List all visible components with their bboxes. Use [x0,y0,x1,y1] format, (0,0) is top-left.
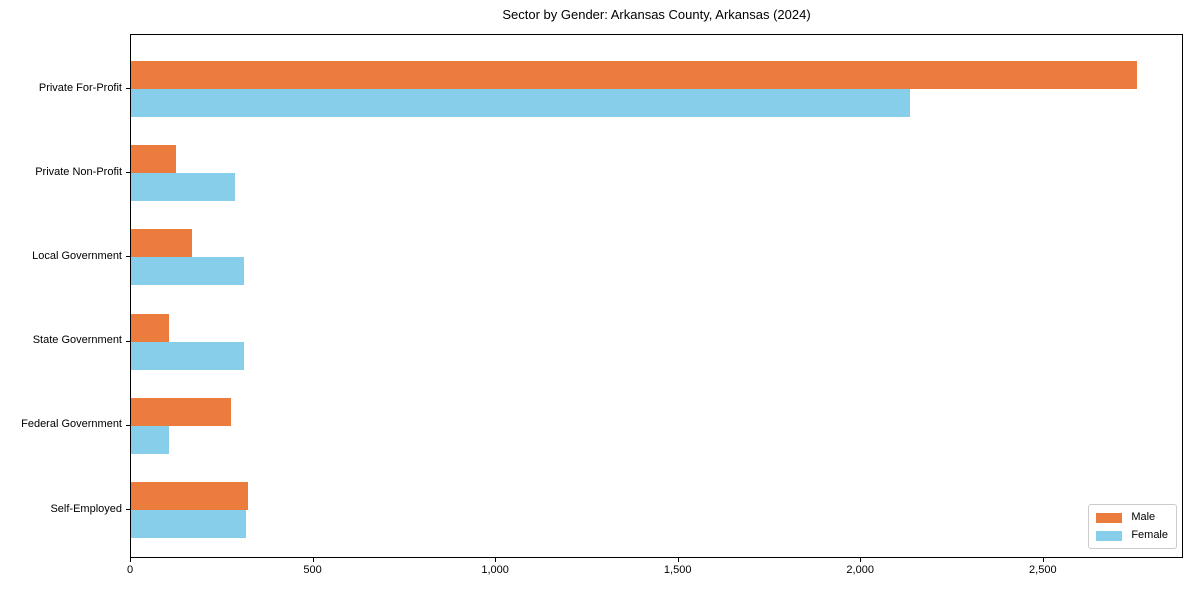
bar-male-self-employed [131,482,249,510]
x-tick-label: 1,000 [481,564,509,576]
y-label-self-employed: Self-Employed [50,502,122,515]
male-series-swatch [1096,512,1123,523]
x-tick-mark [677,558,679,562]
chart-title: Sector by Gender: Arkansas County, Arkan… [502,7,811,22]
bar-male-private-for-profit [131,61,1138,89]
y-label-private-non-profit: Private Non-Profit [35,165,122,178]
bar-female-federal-government [131,425,169,454]
bar-female-private-non-profit [131,173,236,202]
bar-male-local-government [131,229,192,258]
y-tick-mark [126,340,130,342]
y-tick-mark [126,256,130,258]
x-tick-label: 0 [126,564,134,576]
legend-item-male: Male [1096,511,1168,524]
x-tick-label: 500 [303,564,322,576]
x-tick-mark [130,558,131,562]
bar-female-state-government [131,341,244,370]
bar-male-state-government [131,313,169,342]
x-tick-mark [1042,558,1044,562]
y-label-local-government: Local Government [32,249,122,262]
legend-label-male: Male [1131,511,1156,523]
legend-item-female: Female [1096,529,1168,542]
bar-male-private-non-profit [131,145,176,174]
x-tick-mark [860,558,862,562]
y-tick-mark [126,424,130,426]
x-tick-label: 1,500 [663,564,692,576]
x-tick-mark [495,558,497,562]
y-tick-mark [126,509,130,510]
y-label-state-government: State Government [32,334,122,347]
y-label-private-for-profit: Private For-Profit [38,81,122,94]
bar-female-private-for-profit [131,89,911,117]
x-tick-label: 2,000 [846,564,874,576]
female-series-swatch [1096,530,1123,541]
x-tick-label: 2,500 [1029,564,1057,576]
y-tick-mark [126,88,130,89]
bar-female-local-government [131,257,245,286]
legend: Male Female [1088,504,1177,549]
legend-label-female: Female [1131,529,1168,541]
y-tick-mark [126,172,130,174]
bar-female-self-employed [131,510,246,538]
bar-male-federal-government [131,397,232,426]
plot-area: Male Female [130,34,1183,558]
y-label-federal-government: Federal Government [21,418,122,431]
x-tick-mark [312,558,314,562]
